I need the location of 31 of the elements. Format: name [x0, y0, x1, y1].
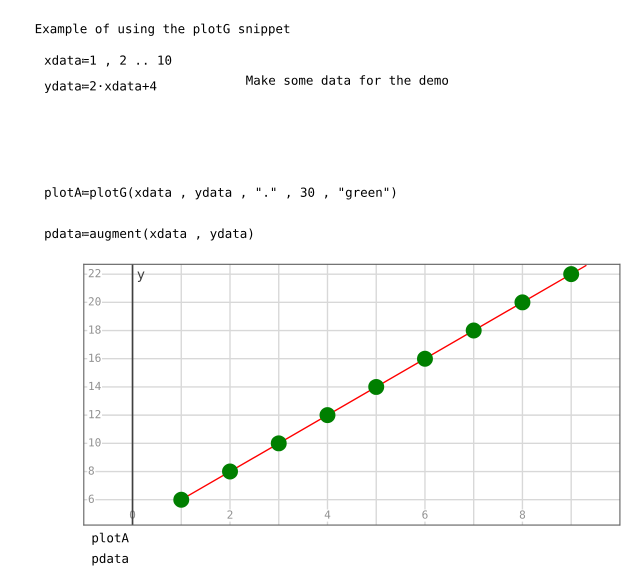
x-tick-label: 8 [520, 510, 526, 519]
point [514, 294, 530, 310]
point [416, 350, 433, 367]
y-tick-label: 16 [89, 354, 101, 362]
x-tick-label: 2 [227, 510, 232, 519]
point [270, 435, 287, 452]
y-tick-label: 22 [88, 268, 100, 278]
text: Make some data for the demo [246, 75, 448, 85]
text: pdata≔augment(xdata , ydata) [45, 228, 252, 241]
text: plotA [92, 532, 129, 545]
y-tick-label: 6 [88, 494, 94, 503]
text: ydata≔2·xdata+4 [44, 80, 156, 94]
point [320, 407, 336, 424]
text: plotA≔plotG(xdata , ydata , "." , 30 , "green") [45, 187, 396, 200]
ref-line-label: y [137, 271, 145, 282]
text: Example of using the plotG snippet [36, 24, 290, 36]
point [563, 266, 580, 282]
y-tick-label: 20 [88, 297, 101, 306]
text: pdata [92, 553, 128, 566]
y-tick-label: 8 [88, 466, 94, 475]
point [222, 464, 238, 480]
point [368, 378, 384, 395]
x-tick-label: 6 [422, 510, 428, 519]
y-tick-label: 18 [89, 325, 101, 334]
y-tick-label: 14 [89, 382, 101, 390]
point [466, 322, 482, 339]
y-tick-label: 12 [89, 410, 100, 418]
x-tick-label: 4 [324, 510, 330, 519]
y-tick-label: 10 [89, 438, 101, 447]
point [173, 492, 190, 508]
text: xdata≔1 , 2 .. 10 [44, 55, 172, 66]
